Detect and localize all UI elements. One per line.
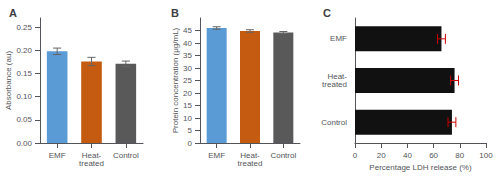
svg-text:treated: treated <box>322 80 347 89</box>
svg-text:40: 40 <box>183 39 192 48</box>
svg-text:EMF: EMF <box>208 151 225 160</box>
svg-text:5: 5 <box>188 126 193 135</box>
svg-text:treated: treated <box>79 159 104 168</box>
svg-text:A: A <box>9 7 17 19</box>
svg-text:0.00: 0.00 <box>16 139 32 148</box>
svg-text:0.25: 0.25 <box>16 23 32 32</box>
svg-text:20: 20 <box>183 89 192 98</box>
svg-text:0: 0 <box>353 151 358 160</box>
svg-text:60: 60 <box>429 151 438 160</box>
svg-text:Absorbance (au): Absorbance (au) <box>4 51 13 110</box>
svg-text:15: 15 <box>183 101 192 110</box>
svg-text:35: 35 <box>183 51 192 60</box>
svg-text:25: 25 <box>183 76 192 85</box>
svg-text:Heat-: Heat- <box>240 150 260 160</box>
svg-text:B: B <box>171 7 179 19</box>
svg-text:0.20: 0.20 <box>16 46 32 55</box>
svg-text:Control: Control <box>113 151 139 160</box>
svg-text:0.05: 0.05 <box>16 115 32 124</box>
svg-text:treated: treated <box>238 159 263 168</box>
svg-text:EMF: EMF <box>49 151 66 160</box>
svg-text:Protein concentration (μg/mL): Protein concentration (μg/mL) <box>171 27 180 133</box>
svg-text:45: 45 <box>183 26 192 35</box>
svg-text:Heat-: Heat- <box>81 150 102 160</box>
svg-text:EMF: EMF <box>330 34 347 43</box>
svg-text:Percentage LDH release (%): Percentage LDH release (%) <box>369 163 472 172</box>
svg-text:C: C <box>323 7 331 19</box>
svg-text:100: 100 <box>479 151 493 160</box>
svg-text:0.15: 0.15 <box>16 69 32 78</box>
svg-text:Control: Control <box>321 118 347 127</box>
svg-text:20: 20 <box>377 151 386 160</box>
svg-text:80: 80 <box>455 151 464 160</box>
svg-text:30: 30 <box>183 64 192 73</box>
svg-text:40: 40 <box>403 151 412 160</box>
svg-text:Heat-: Heat- <box>327 72 347 81</box>
svg-text:Control: Control <box>270 151 296 160</box>
svg-text:10: 10 <box>183 114 192 123</box>
svg-text:0.10: 0.10 <box>16 92 32 101</box>
svg-text:0: 0 <box>188 139 193 148</box>
